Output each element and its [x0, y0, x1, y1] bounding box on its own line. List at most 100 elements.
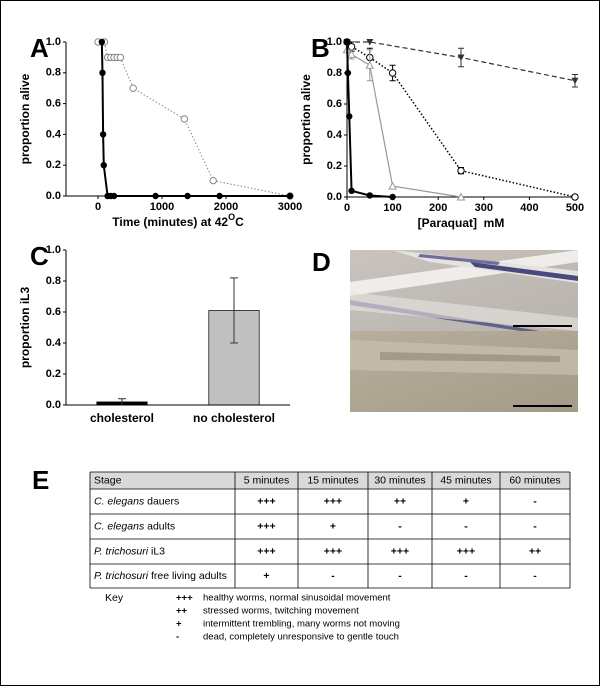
y-axis-label: proportion iL3 [18, 287, 32, 369]
marker [366, 192, 373, 199]
x-tick-label: 500 [566, 202, 584, 214]
table-header-bg [90, 472, 570, 489]
score-cell: - [398, 570, 402, 582]
marker [184, 192, 191, 200]
marker [571, 193, 579, 201]
marker [388, 181, 397, 190]
score-cell: + [263, 570, 269, 582]
y-tick-label: 1.0 [46, 244, 61, 256]
marker [100, 162, 107, 169]
marker [388, 69, 397, 77]
score-cell: - [398, 520, 402, 532]
y-axis-label: proportion alive [299, 74, 313, 165]
score-cell: - [464, 520, 468, 532]
marker [457, 54, 465, 61]
x-tick-label: 1000 [150, 201, 174, 213]
y-tick-label: 0.8 [327, 67, 342, 79]
y-tick-label: 0.2 [46, 368, 61, 380]
y-tick-label: 0.4 [46, 337, 62, 349]
table-header-cell: 15 minutes [307, 474, 358, 486]
panel-label: A [30, 33, 49, 63]
stage-cell: P. trichosuri iL3 [94, 545, 165, 557]
y-tick-label: 0.6 [46, 98, 61, 110]
marker [366, 39, 374, 46]
marker [286, 192, 294, 200]
table-header-cell: 60 minutes [509, 474, 560, 486]
table-header-cell: 30 minutes [374, 474, 425, 486]
y-tick-label: 0.0 [46, 190, 61, 202]
score-cell: +++ [257, 495, 275, 507]
score-cell: +++ [457, 545, 475, 557]
marker [129, 84, 137, 92]
marker [346, 113, 353, 120]
key-text: intermittent trembling, many worms not m… [203, 619, 400, 630]
y-tick-label: 1.0 [46, 36, 61, 48]
x-tick-label: 200 [429, 202, 447, 214]
species-name: P. trichosuri [94, 545, 149, 557]
x-axis-label: [Paraquat] mM [418, 216, 505, 230]
series-line [346, 41, 393, 198]
stain [470, 262, 578, 281]
y-tick-label: 0.2 [46, 159, 61, 171]
key-text: stressed worms, twitching movement [203, 606, 359, 617]
y-tick-label: 0.0 [327, 191, 342, 203]
y-tick-label: 0.4 [46, 128, 62, 140]
y-tick-label: 0.4 [327, 129, 343, 141]
panel-label: C [30, 241, 49, 271]
stage-name: free living adults [148, 570, 227, 582]
x-tick-label: 0 [95, 201, 101, 213]
stage-cell: P. trichosuri free living adults [94, 570, 227, 582]
y-tick-label: 0.8 [46, 67, 61, 79]
marker [457, 166, 465, 175]
error-bar [230, 277, 238, 344]
marker [389, 193, 396, 201]
stage-name: dauers [144, 495, 179, 507]
stage-cell: C. elegans adults [94, 520, 175, 532]
marker [152, 192, 159, 200]
x-tick-label: 3000 [278, 201, 302, 213]
y-tick-label: 0.8 [46, 275, 61, 287]
x-axis-label-sup: O [228, 212, 235, 222]
score-cell: +++ [324, 495, 342, 507]
species-name: C. elegans [94, 495, 145, 507]
key-symbol: + [176, 619, 182, 630]
x-axis-label-text: Time (minutes) at 42 [112, 215, 228, 229]
x-tick-label: 100 [383, 202, 401, 214]
stage-name: iL3 [148, 545, 165, 557]
x-tick-label: no cholesterol [193, 411, 275, 425]
species-name: P. trichosuri [94, 570, 149, 582]
micrograph-panel [350, 250, 578, 412]
x-tick-label: 0 [344, 202, 350, 214]
score-cell: - [533, 570, 537, 582]
series-line [347, 41, 576, 82]
worm-body [350, 250, 578, 296]
score-cell: ++ [529, 545, 541, 557]
key-title: Key [105, 592, 124, 604]
score-cell: + [463, 495, 469, 507]
marker [99, 131, 107, 138]
key-symbol: +++ [176, 593, 193, 604]
score-cell: - [533, 520, 537, 532]
worm-gut [380, 352, 560, 362]
marker [344, 69, 352, 77]
table-header-cell: Stage [94, 474, 122, 486]
species-name: C. elegans [94, 520, 145, 532]
marker [347, 42, 356, 51]
marker [99, 69, 106, 77]
score-cell: +++ [391, 545, 409, 557]
x-axis-label-text: [Paraquat] mM [418, 216, 505, 230]
marker [116, 53, 125, 62]
marker [347, 49, 356, 58]
x-tick-label: cholesterol [90, 411, 154, 425]
x-tick-label: 400 [520, 202, 538, 214]
key-text: dead, completely unresponsive to gentle … [203, 632, 399, 643]
key-symbol: ++ [176, 606, 188, 617]
marker [110, 192, 118, 200]
marker [98, 38, 106, 46]
marker [456, 192, 466, 201]
marker [365, 60, 375, 69]
score-cell: - [464, 570, 468, 582]
marker [180, 115, 189, 123]
x-axis-label: Time (minutes) at 42OC [112, 212, 244, 229]
